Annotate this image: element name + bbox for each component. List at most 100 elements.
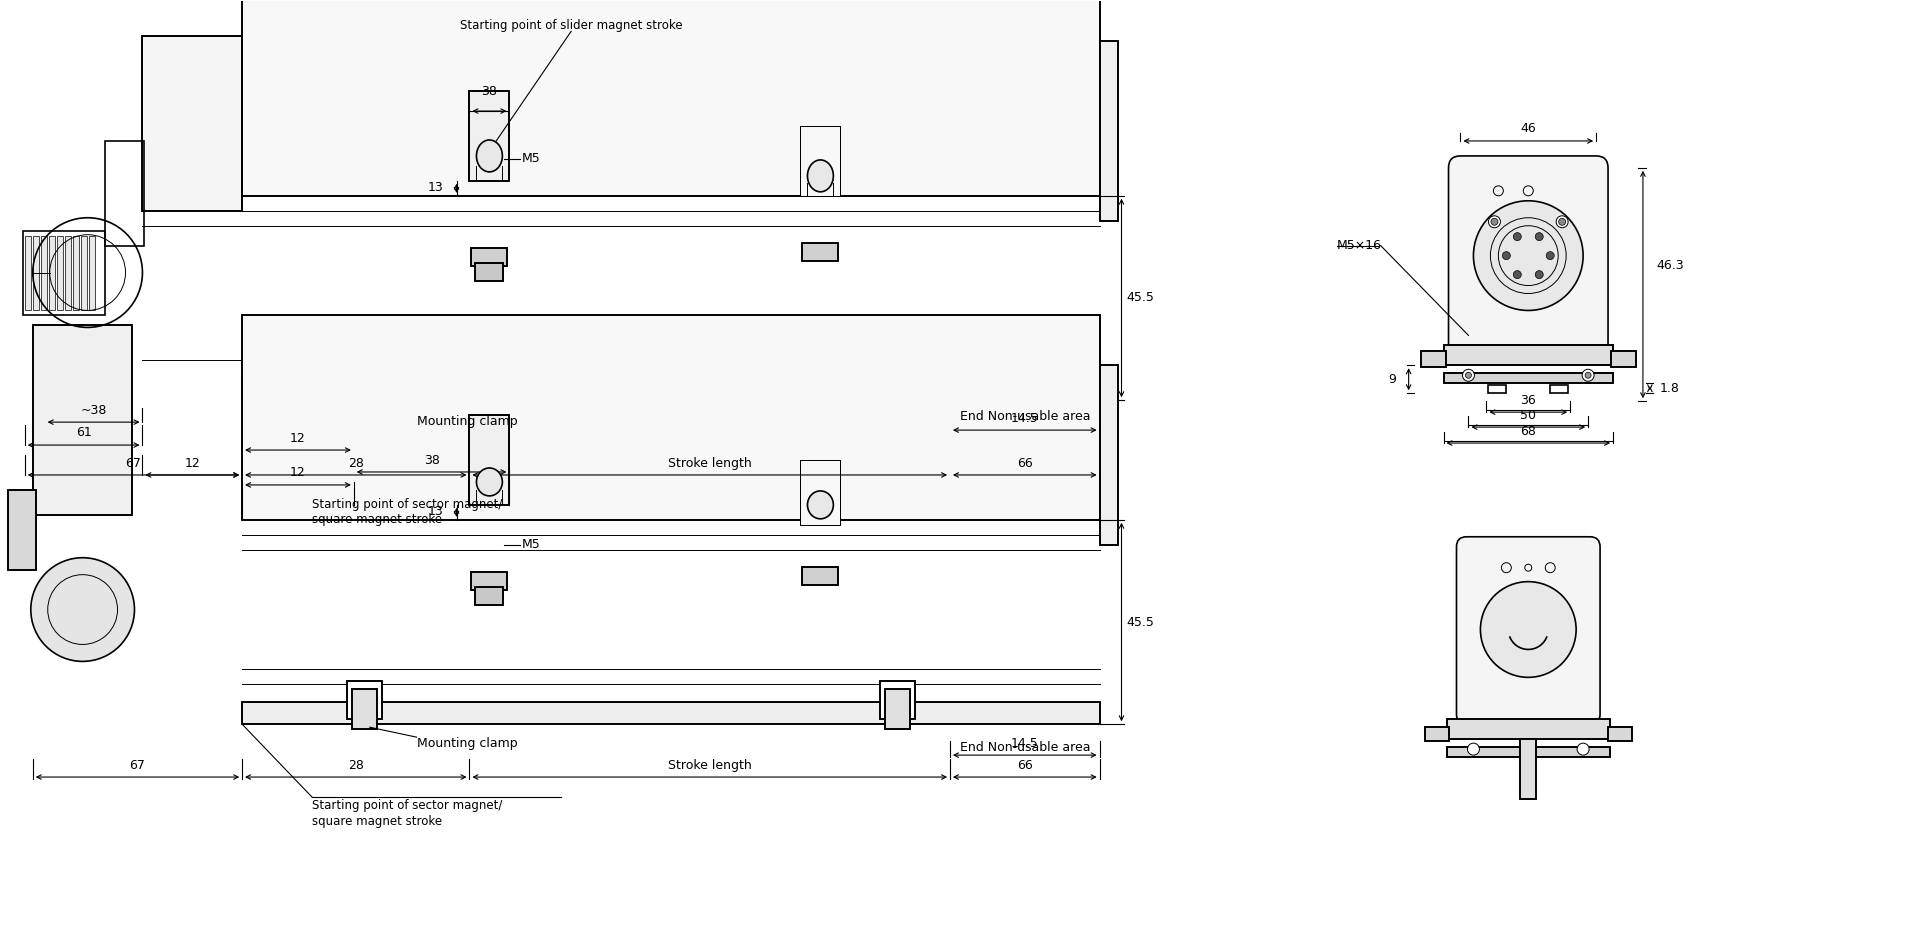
Bar [1447, 720, 1610, 739]
Bar [1099, 42, 1118, 221]
Bar [1443, 345, 1614, 365]
Bar [1447, 747, 1610, 758]
Bar [475, 263, 503, 280]
Text: 28: 28 [348, 759, 364, 772]
Bar [352, 689, 377, 729]
Circle shape [31, 558, 134, 661]
Circle shape [1468, 743, 1480, 755]
Bar [1443, 374, 1614, 383]
Text: 66: 66 [1016, 759, 1034, 772]
Bar [243, 702, 1099, 724]
Bar [802, 242, 838, 261]
Text: M5: M5 [521, 538, 540, 551]
Bar [1489, 385, 1506, 393]
Circle shape [1462, 369, 1474, 381]
Ellipse shape [808, 491, 833, 519]
Bar [346, 682, 381, 720]
Bar [471, 572, 507, 589]
Bar [1608, 727, 1633, 741]
Text: 36: 36 [1520, 394, 1537, 407]
Bar [105, 141, 144, 246]
Circle shape [1491, 218, 1499, 226]
Text: 45.5: 45.5 [1127, 615, 1154, 628]
Bar [1099, 365, 1118, 545]
Bar [8, 490, 36, 570]
Bar [1550, 385, 1568, 393]
Bar [346, 357, 381, 395]
Bar [346, 682, 381, 720]
Circle shape [1466, 372, 1472, 378]
Text: End Non-usable area: End Non-usable area [959, 741, 1091, 754]
Bar [243, 378, 1099, 401]
Bar [1424, 727, 1449, 741]
Text: Stroke length: Stroke length [668, 759, 752, 772]
Text: 13: 13 [429, 505, 444, 518]
Bar [1424, 727, 1449, 741]
Text: Starting point of slider magnet stroke: Starting point of slider magnet stroke [459, 19, 683, 32]
Text: 67: 67 [126, 457, 142, 470]
Bar [243, 315, 1099, 520]
Bar [243, 702, 1099, 724]
Circle shape [1547, 252, 1554, 260]
Bar [880, 682, 915, 720]
Text: Starting point of sector magnet/: Starting point of sector magnet/ [312, 799, 501, 812]
Circle shape [1474, 201, 1583, 311]
Bar [80, 236, 86, 311]
Bar [65, 236, 71, 311]
Circle shape [1585, 372, 1591, 378]
Bar [475, 263, 503, 280]
Bar [1520, 739, 1537, 799]
Bar [352, 365, 377, 405]
Circle shape [1514, 233, 1522, 240]
Text: 61: 61 [77, 426, 92, 439]
Bar [33, 326, 132, 515]
Text: End Non-usable area: End Non-usable area [959, 410, 1091, 423]
Text: 68: 68 [1520, 426, 1537, 438]
Ellipse shape [477, 468, 501, 496]
Text: ~38: ~38 [80, 404, 107, 417]
Bar [800, 126, 840, 196]
Bar [1447, 747, 1610, 758]
Bar [352, 365, 377, 405]
Bar [352, 689, 377, 729]
Bar [1443, 374, 1614, 383]
Ellipse shape [477, 140, 501, 172]
Text: M5: M5 [521, 153, 540, 166]
Circle shape [1558, 218, 1566, 226]
Circle shape [1514, 271, 1522, 278]
Text: 38: 38 [423, 454, 440, 467]
Circle shape [1535, 233, 1543, 240]
Bar [800, 460, 840, 524]
Text: 45.5: 45.5 [1127, 291, 1154, 304]
Text: Starting point of sector magnet/: Starting point of sector magnet/ [312, 498, 501, 511]
Bar [48, 236, 56, 311]
Text: square magnet stroke: square magnet stroke [312, 512, 442, 525]
Bar [884, 689, 911, 729]
Bar [346, 357, 381, 395]
Bar [33, 236, 38, 311]
Text: 1.8: 1.8 [1659, 382, 1680, 395]
Text: 12: 12 [291, 466, 306, 479]
Circle shape [1577, 743, 1589, 755]
Text: square magnet stroke: square magnet stroke [312, 815, 442, 828]
Circle shape [1535, 271, 1543, 278]
Bar [802, 567, 838, 585]
Bar [1443, 345, 1614, 365]
Bar [469, 415, 509, 505]
Bar [73, 236, 78, 311]
Bar [57, 236, 63, 311]
Bar [25, 236, 31, 311]
Bar [469, 415, 509, 505]
Bar [471, 248, 507, 265]
Bar [142, 36, 243, 211]
Text: 67: 67 [130, 759, 145, 772]
Bar [243, 0, 1099, 196]
Bar [88, 236, 94, 311]
Ellipse shape [808, 160, 833, 191]
Bar [1447, 720, 1610, 739]
Bar [471, 572, 507, 589]
Bar [1420, 352, 1445, 367]
Bar [243, 378, 1099, 401]
Bar [884, 365, 911, 405]
FancyBboxPatch shape [1457, 536, 1600, 724]
